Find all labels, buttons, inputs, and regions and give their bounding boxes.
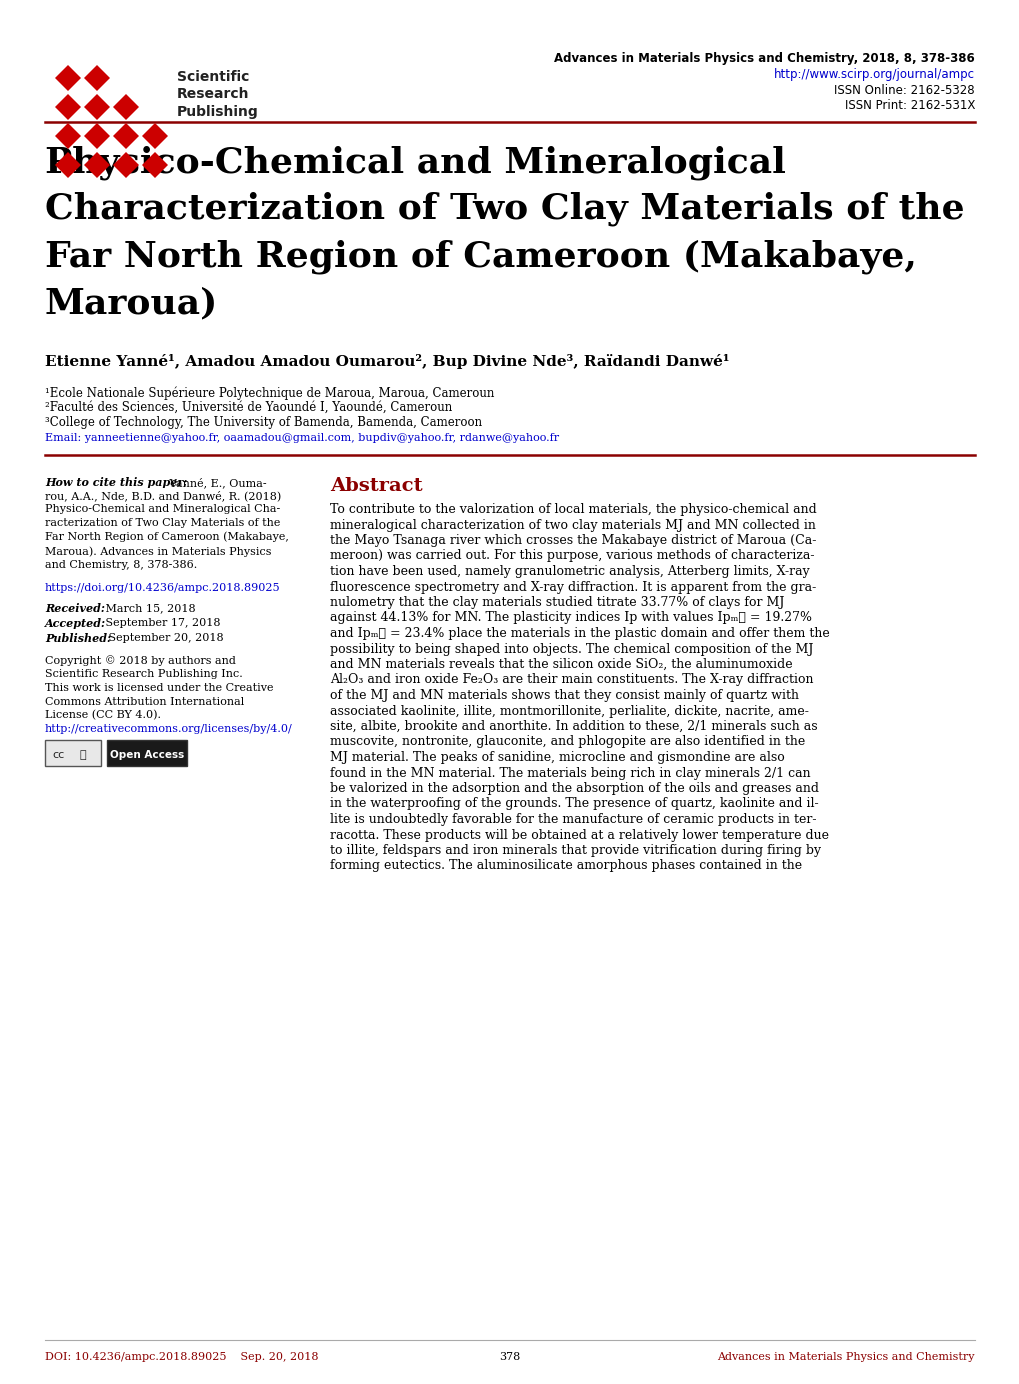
- Text: possibility to being shaped into objects. The chemical composition of the MJ: possibility to being shaped into objects…: [330, 642, 812, 656]
- Text: Open Access: Open Access: [110, 750, 184, 760]
- Text: forming eutectics. The aluminosilicate amorphous phases contained in the: forming eutectics. The aluminosilicate a…: [330, 859, 801, 872]
- Text: fluorescence spectrometry and X-ray diffraction. It is apparent from the gra-: fluorescence spectrometry and X-ray diff…: [330, 580, 815, 594]
- Polygon shape: [113, 94, 139, 120]
- Text: of the MJ and MN materials shows that they consist mainly of quartz with: of the MJ and MN materials shows that th…: [330, 689, 798, 702]
- Text: http://www.scirp.org/journal/ampc: http://www.scirp.org/journal/ampc: [773, 68, 974, 82]
- Text: Al₂O₃ and iron oxide Fe₂O₃ are their main constituents. The X-ray diffraction: Al₂O₃ and iron oxide Fe₂O₃ are their mai…: [330, 674, 813, 686]
- Text: ⓘ: ⓘ: [79, 750, 87, 760]
- Text: 378: 378: [499, 1352, 520, 1362]
- Text: March 15, 2018: March 15, 2018: [102, 603, 196, 613]
- Text: found in the MN material. The materials being rich in clay minerals 2/1 can: found in the MN material. The materials …: [330, 767, 810, 779]
- Text: ²Faculté des Sciences, Université de Yaoundé I, Yaoundé, Cameroun: ²Faculté des Sciences, Université de Yao…: [45, 401, 451, 414]
- Polygon shape: [142, 152, 168, 179]
- Text: ¹Ecole Nationale Supérieure Polytechnique de Maroua, Maroua, Cameroun: ¹Ecole Nationale Supérieure Polytechniqu…: [45, 386, 494, 400]
- Text: meroon) was carried out. For this purpose, various methods of characteriza-: meroon) was carried out. For this purpos…: [330, 549, 814, 562]
- Text: muscovite, nontronite, glauconite, and phlogopite are also identified in the: muscovite, nontronite, glauconite, and p…: [330, 735, 804, 749]
- Text: site, albite, brookite and anorthite. In addition to these, 2/1 minerals such as: site, albite, brookite and anorthite. In…: [330, 720, 817, 734]
- Text: Etienne Yanné¹, Amadou Amadou Oumarou², Bup Divine Nde³, Raïdandi Danwé¹: Etienne Yanné¹, Amadou Amadou Oumarou², …: [45, 354, 729, 370]
- Text: ³College of Technology, The University of Bamenda, Bamenda, Cameroon: ³College of Technology, The University o…: [45, 417, 482, 429]
- Text: in the waterproofing of the grounds. The presence of quartz, kaolinite and il-: in the waterproofing of the grounds. The…: [330, 797, 818, 811]
- Text: and Ipₘⰼ = 23.4% place the materials in the plastic domain and offer them the: and Ipₘⰼ = 23.4% place the materials in …: [330, 627, 828, 639]
- Text: ISSN Online: 2162-5328: ISSN Online: 2162-5328: [834, 84, 974, 97]
- Text: racotta. These products will be obtained at a relatively lower temperature due: racotta. These products will be obtained…: [330, 829, 828, 841]
- Text: Maroua): Maroua): [45, 286, 218, 320]
- Text: mineralogical characterization of two clay materials MJ and MN collected in: mineralogical characterization of two cl…: [330, 519, 815, 531]
- Text: lite is undoubtedly favorable for the manufacture of ceramic products in ter-: lite is undoubtedly favorable for the ma…: [330, 812, 815, 826]
- Text: the Mayo Tsanaga river which crosses the Makabaye district of Maroua (Ca-: the Mayo Tsanaga river which crosses the…: [330, 534, 815, 547]
- Polygon shape: [55, 152, 81, 179]
- Text: September 20, 2018: September 20, 2018: [105, 632, 223, 644]
- Text: https://doi.org/10.4236/ampc.2018.89025: https://doi.org/10.4236/ampc.2018.89025: [45, 583, 280, 592]
- Text: Abstract: Abstract: [330, 477, 422, 495]
- Text: To contribute to the valorization of local materials, the physico-chemical and: To contribute to the valorization of loc…: [330, 502, 816, 516]
- Polygon shape: [142, 123, 168, 149]
- Polygon shape: [55, 65, 81, 91]
- Polygon shape: [113, 123, 139, 149]
- Text: Copyright © 2018 by authors and
Scientific Research Publishing Inc.
This work is: Copyright © 2018 by authors and Scientif…: [45, 655, 273, 721]
- Text: Scientific
Research
Publishing: Scientific Research Publishing: [177, 71, 259, 119]
- Text: Yanné, E., Ouma-: Yanné, E., Ouma-: [166, 477, 266, 487]
- Text: tion have been used, namely granulometric analysis, Atterberg limits, X-ray: tion have been used, namely granulometri…: [330, 565, 809, 579]
- Text: How to cite this paper:: How to cite this paper:: [45, 477, 187, 489]
- Polygon shape: [84, 65, 110, 91]
- Polygon shape: [84, 94, 110, 120]
- FancyBboxPatch shape: [107, 740, 186, 765]
- Text: rou, A.A., Nde, B.D. and Danwé, R. (2018)
Physico-Chemical and Mineralogical Cha: rou, A.A., Nde, B.D. and Danwé, R. (2018…: [45, 490, 288, 570]
- Text: Advances in Materials Physics and Chemistry, 2018, 8, 378-386: Advances in Materials Physics and Chemis…: [553, 53, 974, 65]
- Polygon shape: [55, 94, 81, 120]
- Text: cc: cc: [53, 750, 65, 760]
- Text: MJ material. The peaks of sanidine, microcline and gismondine are also: MJ material. The peaks of sanidine, micr…: [330, 752, 784, 764]
- Text: Far North Region of Cameroon (Makabaye,: Far North Region of Cameroon (Makabaye,: [45, 239, 916, 274]
- Polygon shape: [84, 152, 110, 179]
- Text: and MN materials reveals that the silicon oxide SiO₂, the aluminumoxide: and MN materials reveals that the silico…: [330, 657, 792, 671]
- Text: nulometry that the clay materials studied titrate 33.77% of clays for MJ: nulometry that the clay materials studie…: [330, 597, 784, 609]
- Text: Characterization of Two Clay Materials of the: Characterization of Two Clay Materials o…: [45, 192, 964, 227]
- Text: Advances in Materials Physics and Chemistry: Advances in Materials Physics and Chemis…: [716, 1352, 974, 1362]
- Text: Accepted:: Accepted:: [45, 619, 106, 628]
- Text: http://creativecommons.org/licenses/by/4.0/: http://creativecommons.org/licenses/by/4…: [45, 724, 292, 734]
- Text: be valorized in the adsorption and the absorption of the oils and greases and: be valorized in the adsorption and the a…: [330, 782, 818, 794]
- Text: Received:: Received:: [45, 603, 105, 614]
- Text: Email: yanneetienne@yahoo.fr, oaamadou@gmail.com, bupdiv@yahoo.fr, rdanwe@yahoo.: Email: yanneetienne@yahoo.fr, oaamadou@g…: [45, 433, 558, 443]
- Polygon shape: [113, 152, 139, 179]
- Text: associated kaolinite, illite, montmorillonite, perlialite, dickite, nacrite, ame: associated kaolinite, illite, montmorill…: [330, 704, 808, 717]
- Text: ISSN Print: 2162-531X: ISSN Print: 2162-531X: [844, 100, 974, 112]
- FancyBboxPatch shape: [45, 740, 101, 765]
- Text: September 17, 2018: September 17, 2018: [102, 619, 220, 628]
- Polygon shape: [84, 123, 110, 149]
- Text: DOI: 10.4236/ampc.2018.89025    Sep. 20, 2018: DOI: 10.4236/ampc.2018.89025 Sep. 20, 20…: [45, 1352, 318, 1362]
- Text: Physico-Chemical and Mineralogical: Physico-Chemical and Mineralogical: [45, 145, 785, 180]
- Text: against 44.13% for MN. The plasticity indices Ip with values Ipₘⰼ = 19.27%: against 44.13% for MN. The plasticity in…: [330, 612, 811, 624]
- Text: to illite, feldspars and iron minerals that provide vitrification during firing : to illite, feldspars and iron minerals t…: [330, 844, 820, 857]
- Text: Published:: Published:: [45, 632, 111, 644]
- Polygon shape: [55, 123, 81, 149]
